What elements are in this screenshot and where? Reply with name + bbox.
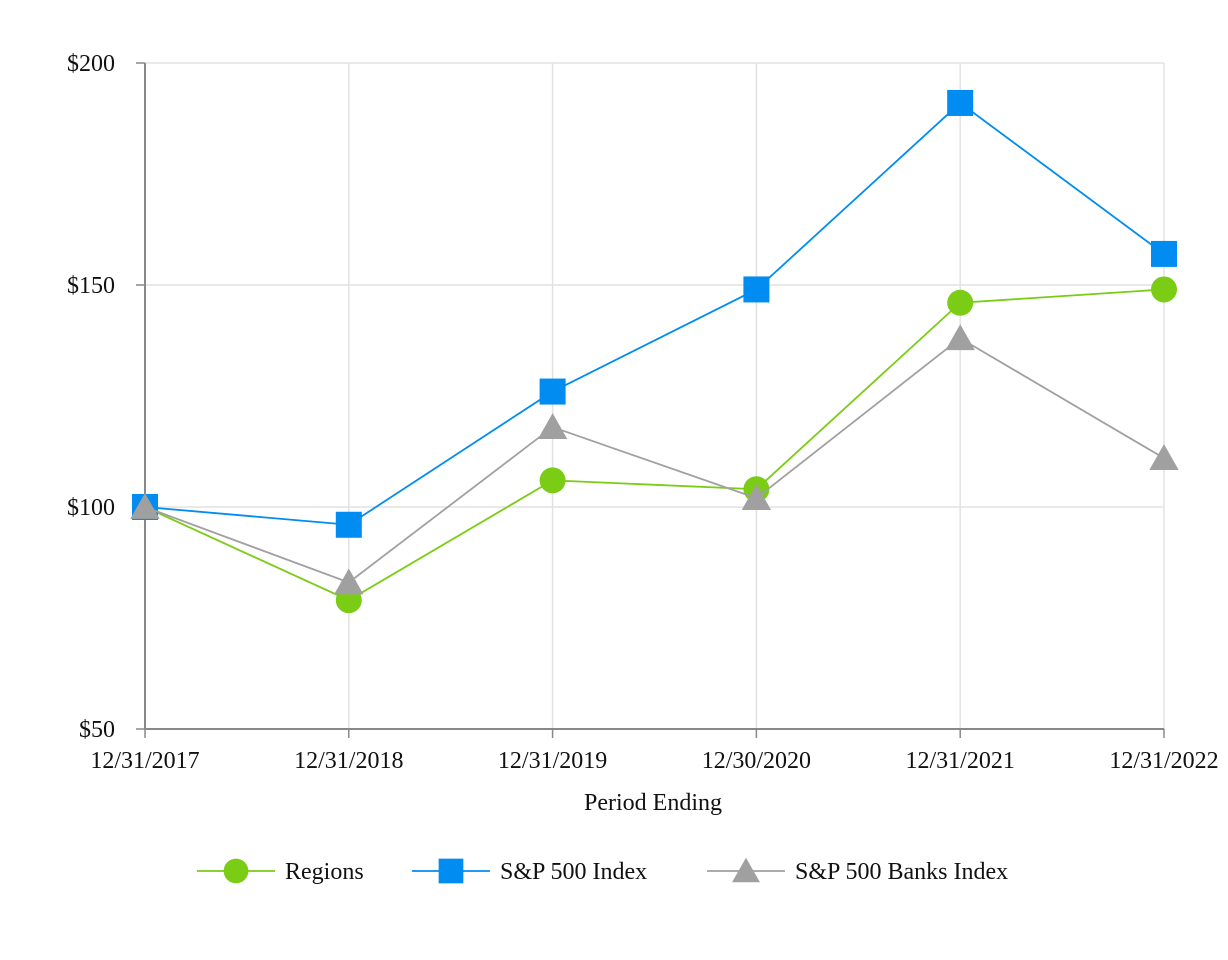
x-axis-title: Period Ending	[584, 790, 722, 816]
series-line	[144, 288, 1165, 602]
y-tick-labels: $50 $100 $150 $200	[67, 51, 115, 743]
data-point-square	[539, 378, 566, 405]
series-triangle	[130, 324, 1179, 595]
x-tick-label: 12/31/2017	[90, 748, 199, 774]
legend-item: S&P 500 Banks Index	[707, 857, 1008, 885]
y-tick-label: $100	[67, 495, 115, 521]
x-tick-label: 12/31/2022	[1109, 748, 1218, 774]
data-point-triangle	[537, 413, 568, 439]
legend-item: S&P 500 Index	[412, 858, 647, 885]
axes	[136, 62, 1165, 738]
legend-label: S&P 500 Index	[500, 859, 647, 885]
series-square	[132, 89, 1177, 538]
y-tick-label: $150	[67, 273, 115, 299]
legend-marker-circle	[223, 858, 249, 884]
data-point-circle	[1151, 276, 1177, 303]
legend-item: Regions	[197, 858, 364, 885]
data-point-triangle	[130, 493, 160, 519]
legend-label: Regions	[285, 859, 364, 885]
y-tick-label: $200	[67, 51, 115, 77]
x-tick-labels: 12/31/2017 12/31/2018 12/31/2019 12/30/2020…	[90, 748, 1218, 774]
data-point-triangle	[945, 324, 975, 351]
data-point-circle	[539, 467, 566, 494]
data-point-triangle	[1149, 444, 1179, 471]
data-point-triangle	[334, 568, 364, 595]
series-line	[144, 337, 1165, 584]
gridlines	[145, 62, 1165, 729]
legend-label: S&P 500 Banks Index	[795, 859, 1008, 885]
legend-marker-triangle	[732, 857, 760, 883]
series-line	[144, 101, 1165, 526]
data-point-square	[335, 511, 362, 538]
data-point-square	[743, 276, 770, 303]
y-tick-label: $50	[79, 717, 115, 743]
legend: Regions S&P 500 Index S&P 500 Banks Index	[197, 857, 1008, 885]
x-tick-label: 12/31/2021	[906, 748, 1015, 774]
data-point-square	[947, 89, 974, 116]
series-circle	[132, 276, 1177, 614]
series	[130, 89, 1179, 614]
data-point-square	[1151, 240, 1177, 267]
data-point-circle	[947, 289, 974, 316]
x-tick-label: 12/31/2018	[294, 748, 403, 774]
x-tick-label: 12/31/2019	[498, 748, 607, 774]
legend-marker-square	[438, 858, 464, 884]
x-tick-label: 12/30/2020	[702, 748, 811, 774]
data-point-triangle	[741, 484, 772, 511]
